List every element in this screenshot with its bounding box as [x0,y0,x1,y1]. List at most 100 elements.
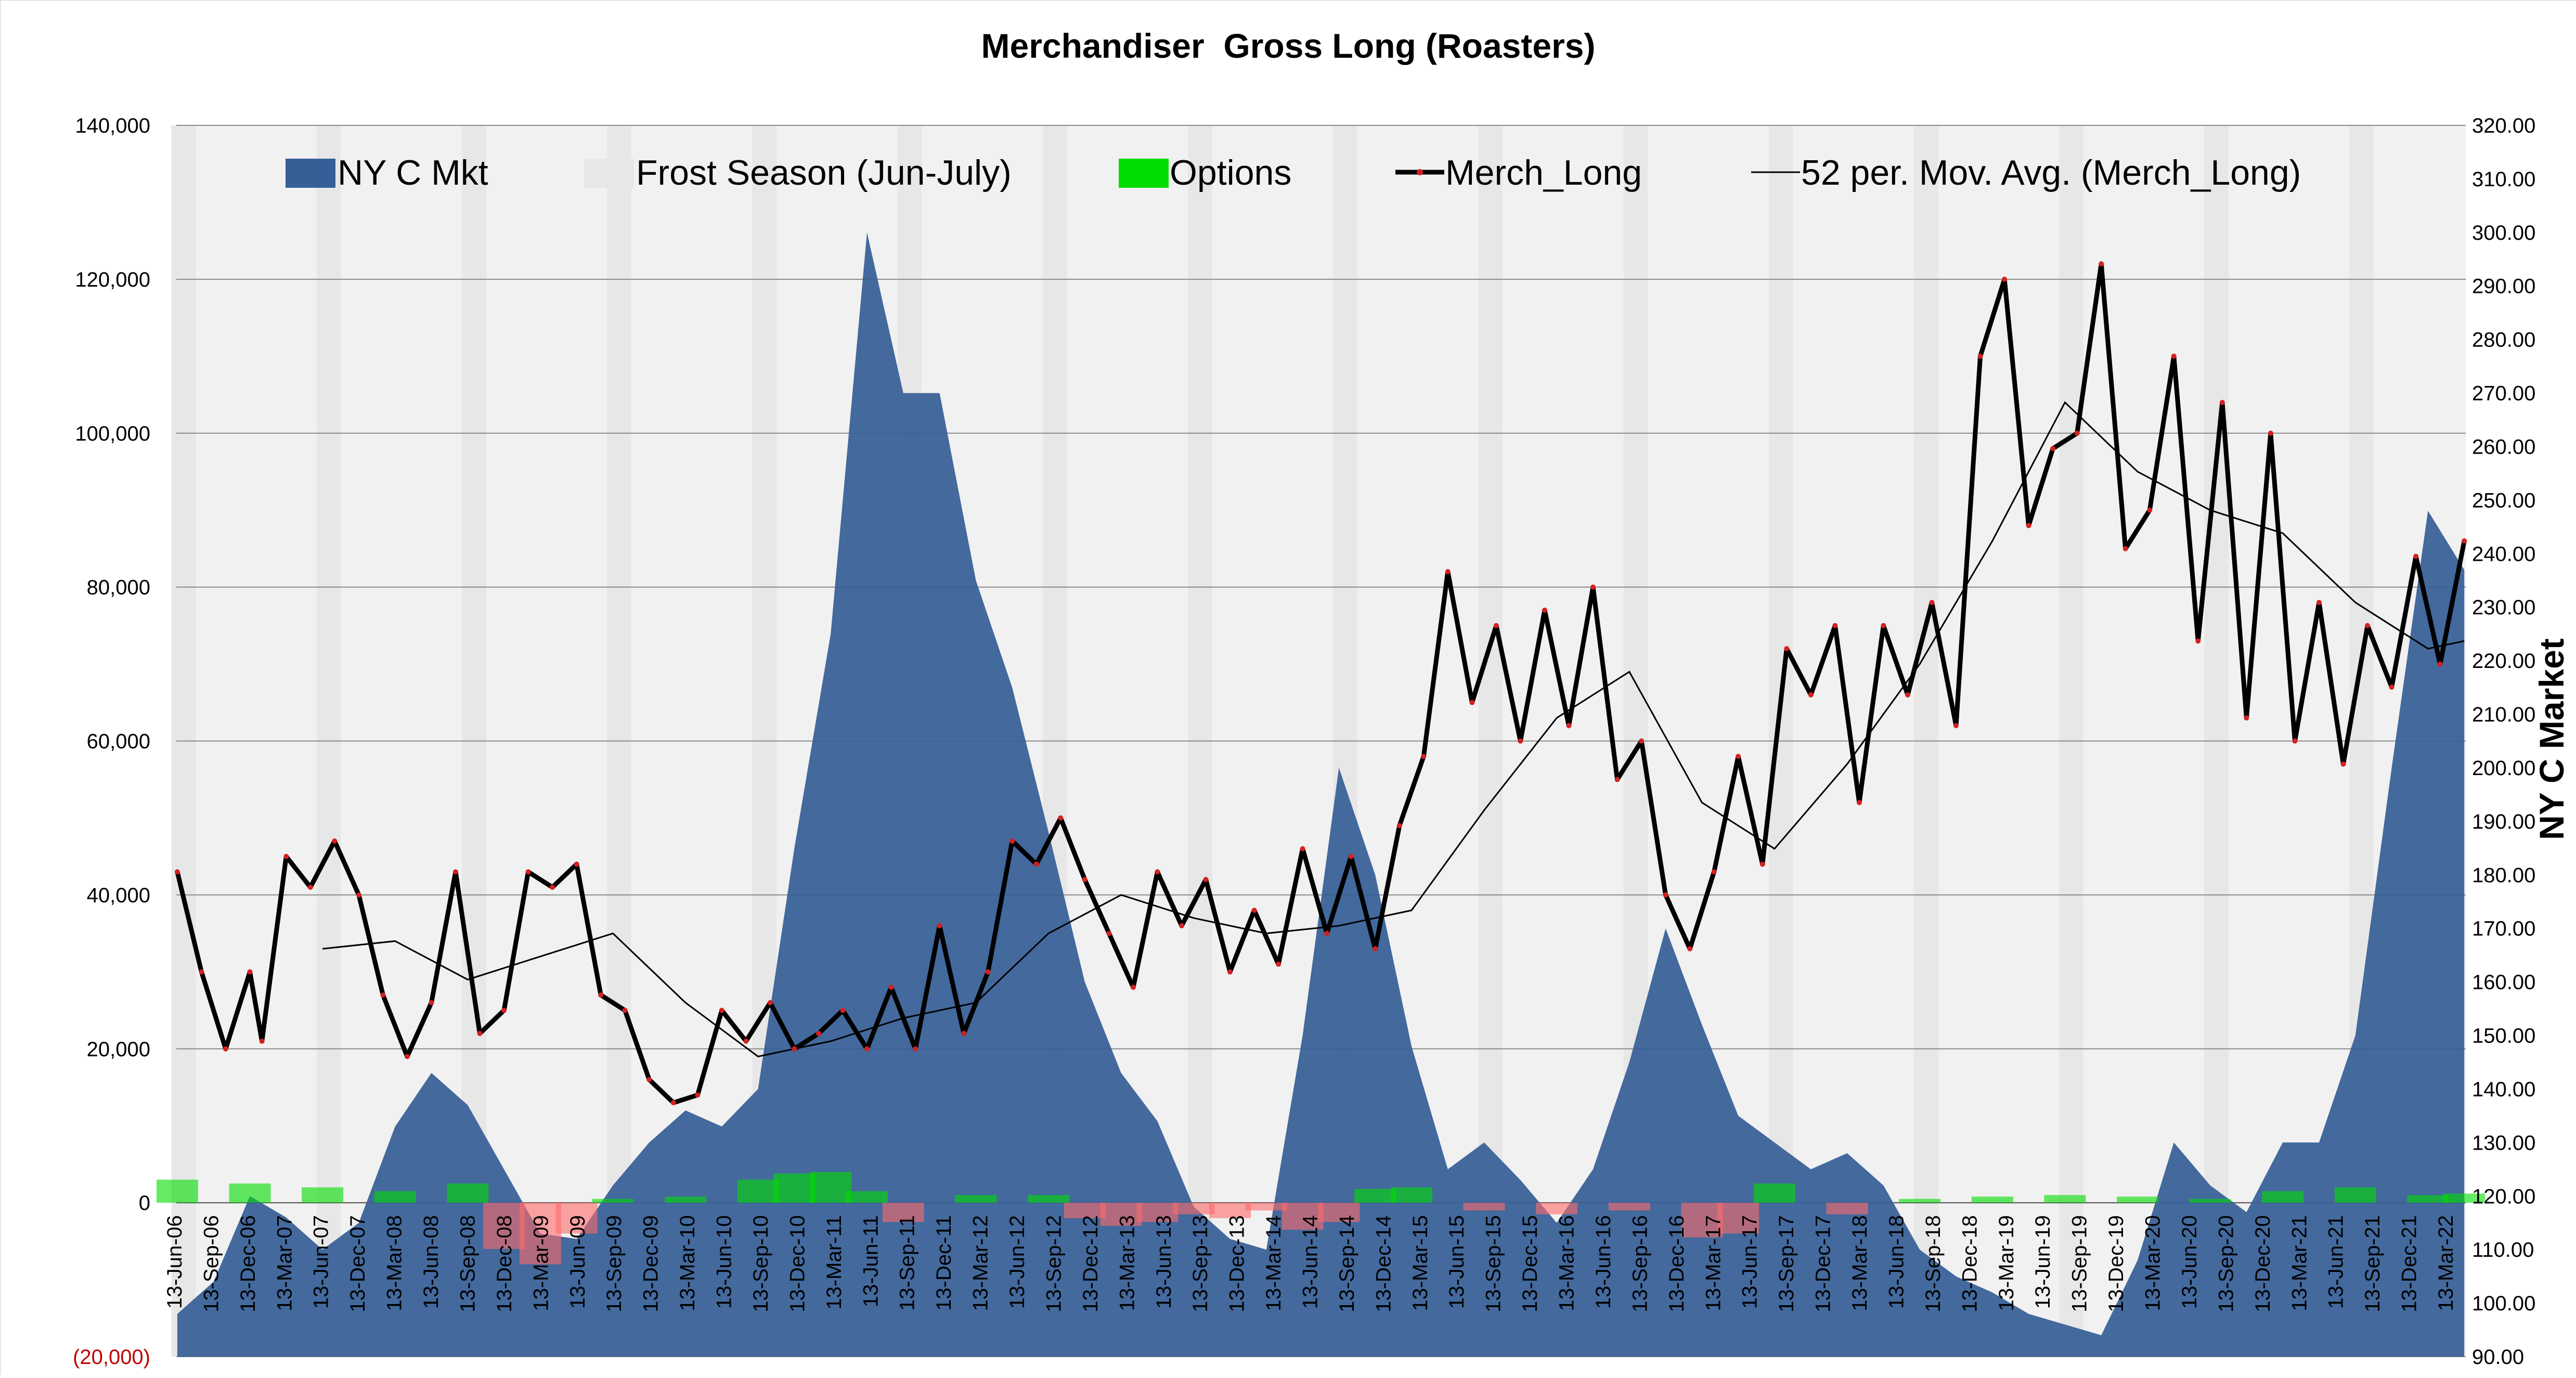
merch-long-point [356,892,361,898]
x-tick-label: 13-Dec-16 [1665,1215,1688,1312]
left-tick-label: 0 [139,1192,150,1215]
merch-long-point [332,838,338,844]
merch-long-point [2268,430,2273,436]
merch-long-point [429,1000,434,1006]
x-tick-label: 13-Mar-09 [529,1215,552,1311]
merch-long-point [2389,684,2394,690]
right-tick-label: 230.00 [2472,596,2535,619]
merch-long-point [1179,923,1184,929]
right-tick-label: 90.00 [2472,1346,2524,1369]
legend-label: Frost Season (Jun-July) [636,153,1012,192]
options-bar [810,1171,852,1203]
x-tick-label: 13-Dec-18 [1958,1215,1981,1312]
merch-long-point [380,992,386,998]
x-tick-label: 13-Jun-10 [713,1215,736,1309]
x-tick-label: 13-Dec-07 [346,1215,369,1312]
merch-long-point [1009,838,1015,844]
right-tick-label: 100.00 [2472,1292,2535,1315]
options-bar [1209,1203,1251,1218]
merch-long-point [1832,623,1838,628]
merch-long-point [2244,715,2249,721]
merch-long-point [2171,353,2177,359]
x-tick-label: 13-Dec-12 [1079,1215,1102,1312]
x-tick-label: 13-Jun-09 [566,1215,589,1309]
x-tick-label: 13-Jun-08 [420,1215,443,1309]
merch-long-point [1518,738,1523,744]
right-tick-label: 240.00 [2472,543,2535,565]
legend-label: Options [1170,153,1291,192]
options-bar [555,1203,598,1234]
options-bar [1717,1203,1759,1234]
x-tick-label: 13-Sep-15 [1482,1215,1505,1312]
merch-long-point [2316,600,2322,606]
options-bar [302,1187,344,1203]
merch-long-point [2122,546,2128,551]
x-tick-label: 13-Dec-20 [2251,1215,2274,1312]
x-tick-label: 13-Sep-06 [200,1215,223,1312]
merch-long-point [1784,646,1790,651]
merch-long-point [622,1008,628,1013]
right-tick-label: 140.00 [2472,1078,2535,1101]
legend-swatch-options [1119,159,1169,188]
right-tick-label: 310.00 [2472,168,2535,191]
options-bar [1681,1203,1723,1238]
merch-long-point [864,1046,870,1052]
options-bar [2262,1191,2304,1203]
x-tick-label: 13-Dec-09 [640,1215,663,1312]
merch-long-point [743,1038,749,1044]
options-bar [1100,1203,1142,1226]
x-tick-label: 13-Sep-20 [2215,1215,2237,1312]
right-axis-ticks: 90.00 100.00 110.00 120.00 130.00 140.00 150.0… [2472,114,2535,1369]
merch-long-point [1881,623,1886,628]
merch-long-point [2099,261,2104,267]
x-tick-label: 13-Jun-14 [1299,1215,1322,1309]
merch-long-point [1276,961,1281,967]
options-bar [2334,1187,2376,1203]
x-tick-label: 13-Mar-17 [1702,1215,1725,1311]
options-bar [882,1203,924,1222]
merch-long-point [199,969,204,975]
merch-long-point [1324,931,1330,936]
merch-long-point [670,1100,676,1105]
merch-long-point [646,1077,652,1083]
merch-long-point [525,869,531,874]
x-tick-label: 13-Jun-19 [2031,1215,2054,1309]
x-tick-label: 13-Dec-08 [493,1215,516,1312]
x-tick-label: 13-Jun-21 [2325,1215,2348,1309]
merch-long-point [1639,738,1645,744]
x-tick-label: 13-Dec-14 [1372,1215,1395,1312]
legend-swatch-frost-season [584,159,634,188]
merch-long-point [985,969,991,975]
left-tick-label: 100,000 [75,422,150,445]
merch-long-point [550,884,555,890]
x-tick-label: 13-Sep-12 [1043,1215,1066,1312]
options-bar [1354,1189,1396,1203]
merch-long-point [2292,738,2298,744]
x-tick-label: 13-Mar-20 [2142,1215,2165,1311]
x-tick-label: 13-Jun-17 [1739,1215,1762,1309]
right-tick-label: 260.00 [2472,436,2535,459]
x-tick-label: 13-Mar-22 [2435,1215,2457,1311]
x-tick-label: 13-Mar-19 [1995,1215,2018,1311]
x-tick-label: 13-Mar-15 [1409,1215,1432,1311]
merch-long-path [175,261,2467,1105]
x-tick-label: 13-Sep-18 [1922,1215,1945,1312]
x-tick-label: 13-Jun-12 [1006,1215,1029,1309]
merch-long-point [961,1031,967,1036]
merch-long-point [404,1054,410,1059]
options-bar [955,1195,997,1203]
merch-long-point [1033,861,1039,867]
x-tick-label: 13-Jun-18 [1885,1215,1908,1309]
merch-long-point [2340,761,2346,767]
x-tick-label: 13-Mar-11 [823,1215,846,1310]
options-bar [846,1191,888,1203]
right-tick-label: 290.00 [2472,275,2535,298]
merch-long-point [1711,869,1717,874]
merch-long-point [1566,723,1572,728]
merch-long-point [1421,754,1427,759]
options-bar [1245,1203,1287,1210]
options-bar [1173,1203,1215,1215]
options-bar [1136,1203,1179,1222]
right-tick-label: 280.00 [2472,329,2535,352]
merch-long-point [1396,823,1402,829]
